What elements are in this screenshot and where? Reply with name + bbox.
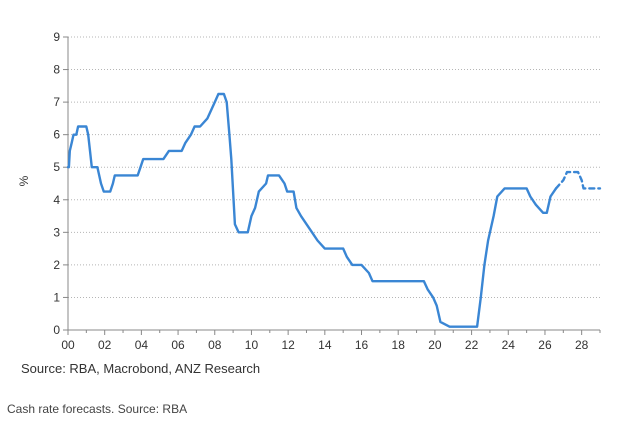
series-layer [66,92,602,328]
x-tick-label: 08 [208,338,222,352]
y-tick-label: 7 [53,95,60,109]
caption: Cash rate forecasts. Source: RBA [7,402,188,416]
y-tick-label: 1 [53,290,60,304]
x-tick-label: 12 [281,338,295,352]
x-tick-label: 06 [171,338,185,352]
x-tick-label: 14 [318,338,332,352]
y-tick-label: 3 [53,225,60,239]
x-tick-label: 02 [98,338,112,352]
x-tick-label: 00 [61,338,75,352]
x-tick-labels: 00 02 04 06 08 10 12 14 16 18 20 22 24 26 28 [61,338,588,352]
x-tick-label: 10 [245,338,259,352]
x-tick-label: 04 [135,338,149,352]
source-note: Source: RBA, Macrobond, ANZ Research [21,361,261,376]
y-tick-label: 8 [53,63,60,77]
y-tick-label: 4 [53,193,60,207]
x-tick-label: 28 [575,338,589,352]
x-tick-label: 20 [428,338,442,352]
y-tick-label: 6 [53,128,60,142]
y-tick-label: 2 [53,258,60,272]
y-tick-label: 0 [53,323,60,337]
forecast-series-line [554,170,602,190]
y-tick-label: 5 [53,160,60,174]
x-tick-label: 18 [392,338,406,352]
x-tick-label: 26 [538,338,552,352]
y-axis-label: % [17,175,31,186]
x-tick-label: 24 [502,338,516,352]
x-tick-label: 16 [355,338,369,352]
y-tick-label: 9 [53,30,60,44]
x-tick-label: 22 [465,338,479,352]
y-tick-labels: 0 1 2 3 4 5 6 7 8 9 [53,30,60,337]
axis-layer [63,36,601,335]
grid-layer [68,36,600,298]
cash-rate-series-line [66,92,558,328]
